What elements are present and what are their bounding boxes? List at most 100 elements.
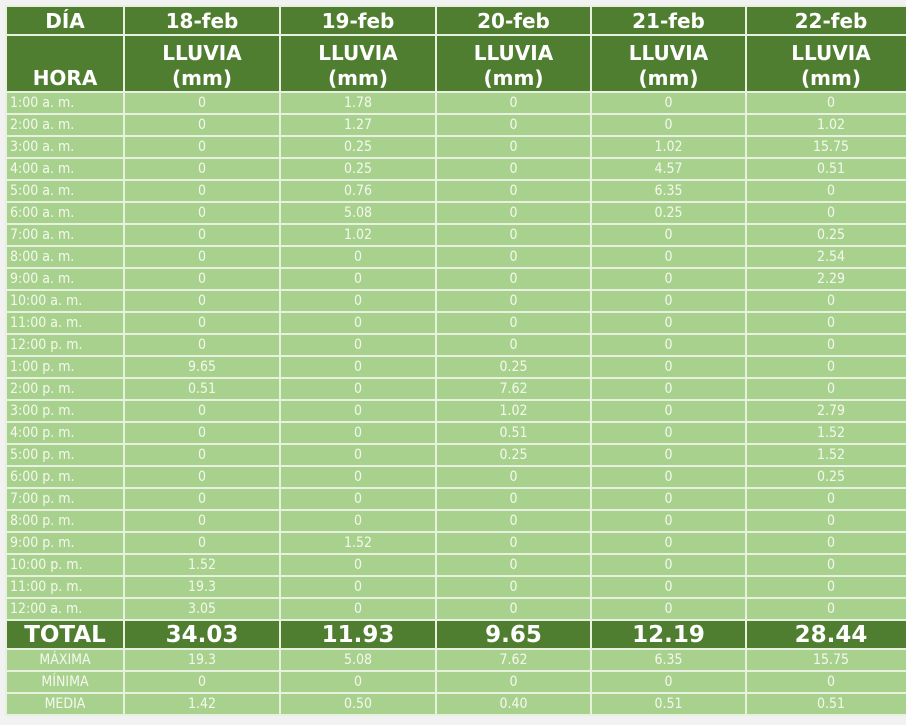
rain-cell: 2.29 [745,267,906,291]
rain-cell: 0 [123,487,281,511]
stat-label: MÍNIMA [5,670,125,694]
column-label-line2: (mm) [172,66,232,90]
hour-cell: 12:00 p. m. [5,333,125,357]
rain-cell: 0 [745,487,906,511]
rain-cell: 0 [435,223,592,247]
table-row: 8:00 a. m. 0 0 0 0 2.54 [5,245,906,269]
rain-cell: 0 [435,487,592,511]
rain-cell: 0 [590,399,747,423]
rain-cell: 0 [279,245,437,269]
rain-cell: 15.75 [745,135,906,159]
rain-cell: 0.25 [279,135,437,159]
rain-cell: 1.52 [745,443,906,467]
rain-cell: 0 [123,333,281,357]
rain-cell: 0 [745,597,906,621]
rain-cell: 0 [590,597,747,621]
hour-cell: 4:00 p. m. [5,421,125,445]
rain-cell: 1.78 [279,91,437,115]
table-row: 9:00 a. m. 0 0 0 0 2.29 [5,267,906,291]
rain-cell: 0 [590,465,747,489]
column-label: LLUVIA (mm) [435,34,592,93]
hour-cell: 1:00 a. m. [5,91,125,115]
total-cell: 12.19 [590,619,747,650]
day-header: 20-feb [435,5,592,36]
table-row: 12:00 a. m. 3.05 0 0 0 0 [5,597,906,621]
hour-cell: 10:00 p. m. [5,553,125,577]
rain-cell: 0 [435,509,592,533]
hour-cell: 10:00 a. m. [5,289,125,313]
column-label-line2: (mm) [801,66,861,90]
column-label-line2: (mm) [483,66,544,90]
total-label: TOTAL [5,619,125,650]
column-label: LLUVIA (mm) [590,34,747,93]
column-label-line1: LLUVIA [473,41,554,65]
hour-cell: 6:00 p. m. [5,465,125,489]
rain-cell: 0 [123,465,281,489]
rain-cell: 7.62 [435,377,592,401]
hour-cell: 3:00 p. m. [5,399,125,423]
stat-row: MÍNIMA 0 0 0 0 0 [5,670,906,694]
column-label-line1: LLUVIA [318,41,398,65]
rain-cell: 0 [123,421,281,445]
rain-cell: 0 [435,311,592,335]
table-row: 4:00 p. m. 0 0 0.51 0 1.52 [5,421,906,445]
rain-cell: 0 [279,289,437,313]
day-header: 21-feb [590,5,747,36]
stat-label: MEDIA [5,692,125,716]
hour-cell: 2:00 a. m. [5,113,125,137]
rain-cell: 0 [123,399,281,423]
column-label: LLUVIA (mm) [745,34,906,93]
hour-cell: 9:00 p. m. [5,531,125,555]
table-row: 3:00 p. m. 0 0 1.02 0 2.79 [5,399,906,423]
rain-cell: 0 [745,355,906,379]
table-row: 11:00 p. m. 19.3 0 0 0 0 [5,575,906,599]
rain-cell: 0 [745,553,906,577]
rain-cell: 0 [590,91,747,115]
rain-cell: 1.02 [745,113,906,137]
rain-cell: 0.25 [279,157,437,181]
rain-cell: 0 [435,531,592,555]
table-row: 2:00 a. m. 0 1.27 0 0 1.02 [5,113,906,137]
table-row: 5:00 a. m. 0 0.76 0 6.35 0 [5,179,906,203]
rain-cell: 0 [123,179,281,203]
rain-cell: 0 [123,157,281,181]
table-row: 5:00 p. m. 0 0 0.25 0 1.52 [5,443,906,467]
stat-cell: 0 [123,670,281,694]
rain-cell: 0 [435,553,592,577]
stat-row: MÁXIMA 19.3 5.08 7.62 6.35 15.75 [5,648,906,672]
total-cell: 34.03 [123,619,281,650]
hour-cell: 8:00 p. m. [5,509,125,533]
rain-cell: 1.52 [745,421,906,445]
hour-cell: 3:00 a. m. [5,135,125,159]
stat-cell: 5.08 [279,648,437,672]
day-header: 19-feb [279,5,437,36]
rain-cell: 0 [590,289,747,313]
stat-cell: 6.35 [590,648,747,672]
day-header: 18-feb [123,5,281,36]
hour-cell: 5:00 a. m. [5,179,125,203]
hour-cell: 5:00 p. m. [5,443,125,467]
column-label: LLUVIA (mm) [123,34,281,93]
stat-cell: 1.42 [123,692,281,716]
stat-cell: 7.62 [435,648,592,672]
rain-cell: 1.52 [123,553,281,577]
rain-cell: 0 [745,531,906,555]
rain-cell: 19.3 [123,575,281,599]
table-row: 7:00 p. m. 0 0 0 0 0 [5,487,906,511]
stat-cell: 19.3 [123,648,281,672]
column-label-line1: LLUVIA [791,41,871,65]
rain-cell: 0.51 [123,377,281,401]
rain-cell: 0.25 [745,465,906,489]
rain-cell: 0 [745,179,906,203]
stat-cell: 0 [590,670,747,694]
rain-cell: 0.51 [745,157,906,181]
rainfall-table: DÍA 18-feb 19-feb 20-feb 21-feb 22-feb HORA LLU… [5,5,906,716]
hour-cell: 6:00 a. m. [5,201,125,225]
rain-cell: 0 [435,289,592,313]
rain-cell: 5.08 [279,201,437,225]
rain-cell: 0 [279,597,437,621]
table-row: 10:00 a. m. 0 0 0 0 0 [5,289,906,313]
rain-cell: 2.54 [745,245,906,269]
rain-cell: 0 [123,223,281,247]
hour-cell: 7:00 a. m. [5,223,125,247]
